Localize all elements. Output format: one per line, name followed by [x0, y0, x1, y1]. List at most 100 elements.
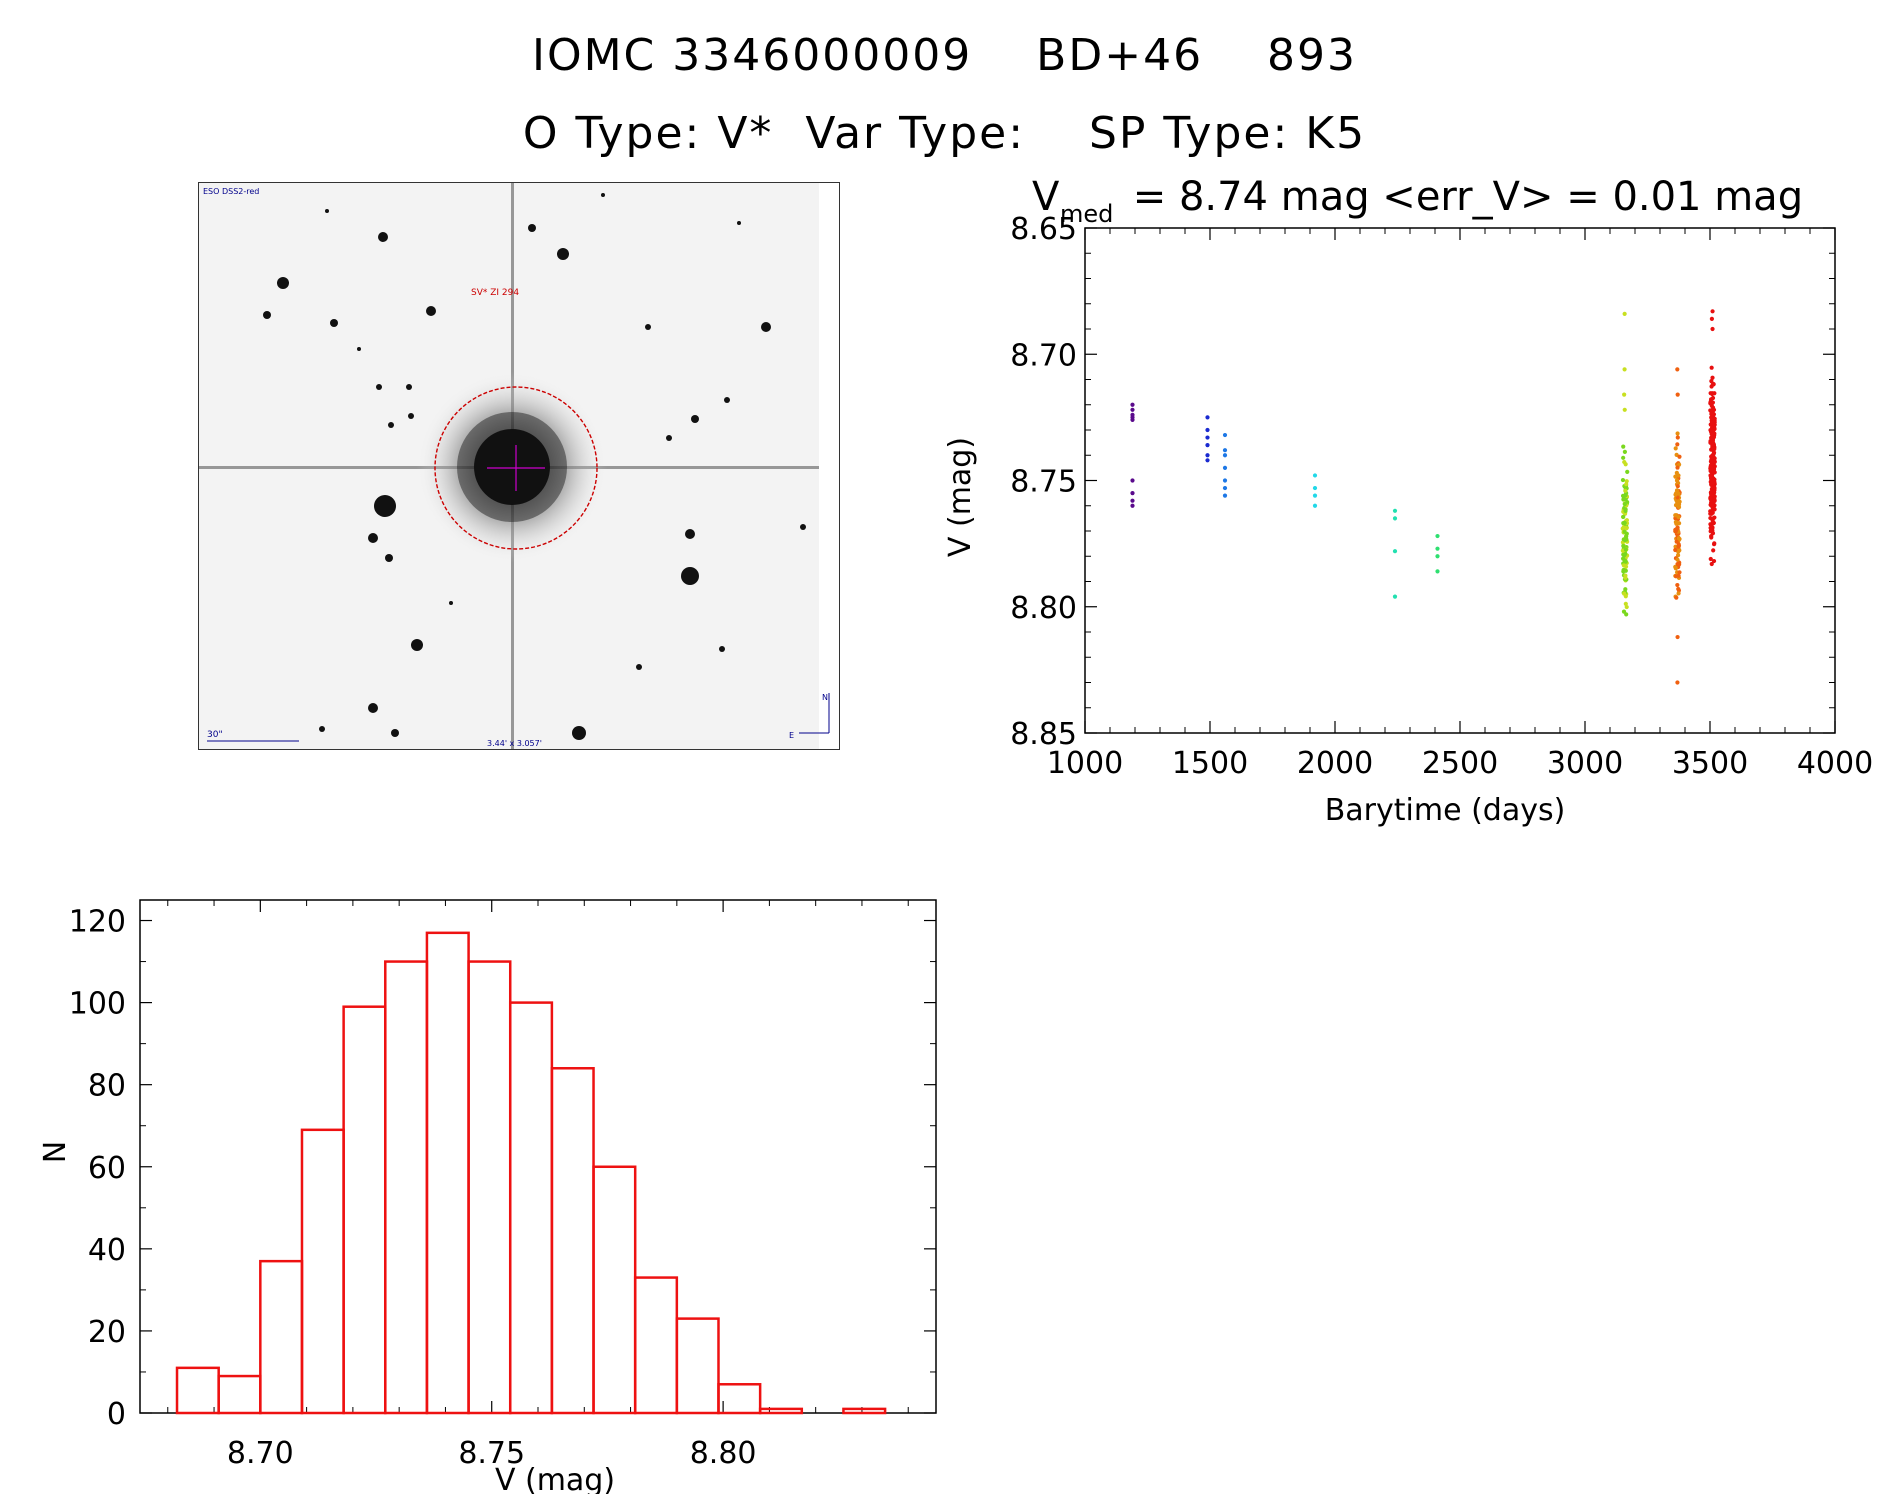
light-curve-data-point	[1710, 395, 1716, 401]
light-curve-frame	[1084, 227, 1836, 734]
light-curve-data-point	[1710, 326, 1715, 332]
light-curve-data-point	[1392, 549, 1398, 554]
light-curve-data-point	[1677, 570, 1682, 575]
light-curve-data-point	[1675, 582, 1680, 588]
scale-label: 30"	[207, 730, 223, 740]
light-curve-data-point	[1392, 508, 1398, 513]
light-curve-data-point	[1222, 485, 1228, 491]
histogram-y-tick-label: 40	[88, 1233, 126, 1268]
light-curve-x-tick-label: 3500	[1672, 746, 1748, 781]
light-curve-y-tick-label: 8.65	[1010, 212, 1077, 247]
histogram-x-tick-label: 8.80	[690, 1436, 757, 1471]
light-curve-data-point	[1622, 311, 1627, 316]
light-curve-data-point	[1130, 407, 1135, 412]
light-curve-x-tick-label: 2000	[1297, 746, 1373, 781]
finder-chart-svg: ESO DSS2-red SV* ZI 294 30" 3.44' x 3.05…	[199, 183, 839, 749]
light-curve-data-point	[1710, 452, 1716, 457]
object-title: IOMC 3346000009 BD+46 893	[531, 30, 1358, 81]
light-curve-y-tick-label: 8.80	[1010, 591, 1077, 626]
light-curve-data-point	[1675, 465, 1680, 470]
light-curve-data-point	[1205, 435, 1210, 440]
light-curve-data-point	[1622, 553, 1627, 558]
target-star-glow	[457, 412, 567, 522]
light-curve-y-tick-label: 8.70	[1010, 338, 1077, 373]
light-curve-data-point	[1708, 391, 1713, 396]
light-curve-data-point	[1130, 417, 1135, 422]
light-curve-data-point	[1674, 478, 1680, 483]
histogram-bar	[758, 1407, 804, 1415]
light-curve-data-point	[1130, 478, 1135, 483]
light-curve-data-point	[1709, 410, 1714, 415]
light-curve-data-point	[1621, 514, 1626, 519]
light-curve-data-point	[1674, 488, 1680, 493]
light-curve-data-point	[1622, 502, 1627, 507]
light-curve-data-point	[1711, 425, 1716, 430]
light-curve-data-point	[1677, 499, 1682, 504]
light-curve-data-point	[1712, 494, 1717, 499]
light-curve-data-point	[1675, 484, 1680, 489]
histogram-bar	[175, 1366, 220, 1415]
light-curve-data-point	[1676, 573, 1681, 578]
light-curve-title-rest: = 8.74 mag <err_V> = 0.01 mag	[1120, 174, 1803, 220]
light-curve-data-point	[1710, 375, 1715, 380]
light-curve-data-point	[1711, 548, 1716, 553]
light-curve-data-point	[1708, 511, 1713, 516]
light-curve-data-point	[1677, 454, 1682, 459]
light-curve-data-point	[1621, 543, 1626, 549]
histogram-bar	[550, 1067, 595, 1415]
histogram-bar	[300, 1128, 345, 1415]
light-curve-chart: V med = 8.74 mag <err_V> = 0.01 mag 1000…	[943, 174, 1873, 828]
light-curve-data-point	[1392, 516, 1398, 521]
fov-label: 3.44' x 3.057'	[487, 739, 542, 748]
light-curve-data-point	[1623, 601, 1628, 606]
light-curve-data-point	[1312, 493, 1318, 498]
light-curve-title-subscript: med	[1060, 200, 1113, 228]
histogram-x-axis-label: V (mag)	[495, 1463, 615, 1494]
light-curve-data-point	[1312, 473, 1318, 478]
light-curve-data-point	[1673, 547, 1678, 553]
light-curve-data-point	[1624, 526, 1629, 531]
light-curve-data-point	[1130, 503, 1135, 508]
light-curve-data-point	[1622, 520, 1627, 526]
light-curve-data-point	[1708, 399, 1713, 404]
light-curve-x-tick-label: 1500	[1172, 746, 1248, 781]
light-curve-data-point	[1621, 567, 1626, 573]
light-curve-data-point	[1312, 503, 1318, 508]
light-curve-data-point	[1708, 556, 1713, 562]
light-curve-data-point	[1712, 391, 1717, 396]
light-curve-data-point	[1620, 493, 1626, 498]
light-curve-data-point	[1675, 442, 1680, 447]
light-curve-data-point	[1712, 485, 1717, 490]
light-curve-data-point	[1710, 480, 1716, 485]
light-curve-data-point	[1674, 470, 1679, 476]
histogram-y-tick-label: 60	[88, 1151, 126, 1186]
histogram-bar	[259, 1259, 304, 1415]
light-curve-data-point	[1622, 367, 1627, 372]
histogram-bar	[633, 1276, 679, 1415]
light-curve-data-point	[1709, 431, 1714, 437]
light-curve-data-point	[1622, 537, 1628, 543]
histogram-y-tick-label: 120	[69, 905, 126, 940]
target-label: SV* ZI 294	[471, 288, 519, 298]
light-curve-data-point	[1709, 447, 1714, 452]
light-curve-data-point	[1709, 316, 1714, 321]
light-curve-title-v: V	[1032, 174, 1060, 220]
light-curve-data-point	[1708, 491, 1714, 496]
light-curve-data-point	[1675, 435, 1680, 440]
light-curve-data-point	[1622, 392, 1627, 397]
light-curve-data-point	[1711, 558, 1717, 564]
target-aperture-circle	[434, 386, 598, 550]
light-curve-x-tick-label: 3000	[1547, 746, 1623, 781]
light-curve-data-point	[1623, 564, 1629, 569]
light-curve-data-point	[1673, 519, 1678, 525]
light-curve-x-tick-label: 4000	[1797, 746, 1873, 781]
histogram-bar	[842, 1407, 887, 1415]
light-curve-data-point	[1673, 446, 1678, 451]
light-curve-data-point	[1709, 365, 1714, 370]
light-curve-data-point	[1621, 497, 1626, 502]
light-curve-y-axis-label: V (mag)	[943, 437, 978, 557]
light-curve-data-point	[1205, 415, 1210, 420]
light-curve-data-point	[1623, 575, 1628, 580]
light-curve-data-point	[1621, 609, 1627, 614]
light-curve-data-point	[1673, 513, 1678, 518]
